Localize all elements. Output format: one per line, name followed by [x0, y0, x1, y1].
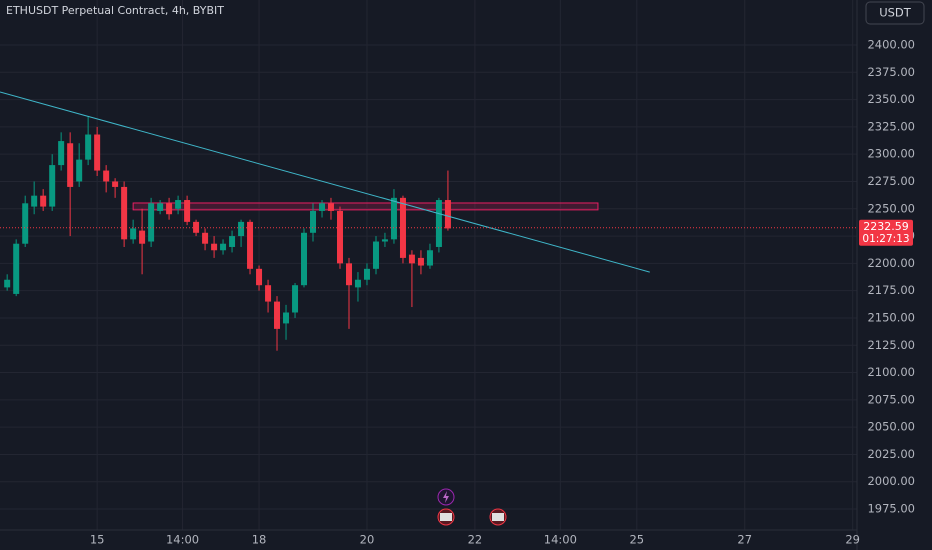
y-tick-label: 2200.00: [867, 256, 915, 270]
x-tick-label: 29: [845, 533, 860, 547]
x-tick-label: 14:00: [544, 533, 577, 547]
x-tick-label: 22: [468, 533, 483, 547]
candle-body: [31, 195, 38, 207]
candle-body: [175, 200, 182, 209]
y-tick-label: 2325.00: [867, 119, 915, 133]
candle-body: [49, 165, 56, 207]
candle-body: [22, 203, 29, 244]
y-tick-label: 1975.00: [867, 502, 915, 516]
candle-body: [238, 221, 245, 237]
event-icon-glyph: [443, 491, 449, 503]
candle-body: [229, 236, 236, 247]
candle-body: [76, 159, 83, 182]
x-tick-label: 14:00: [166, 533, 199, 547]
candle-body: [381, 239, 388, 242]
y-tick-label: 2075.00: [867, 392, 915, 406]
x-tick-label: 18: [252, 533, 267, 547]
candle-body: [319, 203, 326, 211]
candle-body: [336, 210, 343, 264]
candle-body: [274, 301, 281, 329]
candle-body: [426, 250, 433, 266]
candle-body: [103, 170, 110, 182]
y-tick-label: 2175.00: [867, 283, 915, 297]
candle-body: [417, 257, 424, 266]
candle-body: [130, 228, 137, 240]
candle-body: [112, 181, 119, 187]
candle-body: [292, 285, 299, 313]
candle-body: [139, 230, 146, 244]
y-tick-label: 2125.00: [867, 338, 915, 352]
candle-body: [327, 203, 334, 211]
y-tick-label: 2275.00: [867, 174, 915, 188]
candle-body: [283, 312, 290, 324]
candle-body: [121, 186, 128, 240]
candle-body: [148, 203, 155, 242]
last-price-label: 2232.59: [863, 220, 909, 233]
countdown-label: 01:27:13: [862, 233, 909, 245]
y-tick-label: 2050.00: [867, 420, 915, 434]
y-tick-label: 2300.00: [867, 147, 915, 161]
y-tick-label: 2150.00: [867, 310, 915, 324]
x-tick-label: 25: [629, 533, 644, 547]
candle-body: [435, 200, 442, 247]
candle-body: [310, 210, 317, 233]
candle-body: [390, 197, 397, 240]
candle-body: [256, 268, 263, 286]
candle-body: [300, 232, 307, 286]
candle-body: [220, 243, 227, 251]
x-tick-label: 20: [360, 533, 375, 547]
y-tick-label: 2350.00: [867, 92, 915, 106]
candle-body: [247, 221, 254, 269]
candle-body: [372, 241, 379, 269]
candle-body: [13, 243, 20, 294]
candle-body: [265, 285, 272, 302]
y-tick-label: 2400.00: [867, 37, 915, 51]
flag-glyph: [492, 513, 504, 521]
event-icons: [437, 488, 507, 526]
candle-body: [354, 279, 361, 288]
x-tick-label: 27: [737, 533, 752, 547]
x-tick-label: 15: [90, 533, 105, 547]
candle-body: [184, 200, 191, 222]
chart-title: ETHUSDT Perpetual Contract, 4h, BYBIT: [6, 4, 224, 17]
candle-body: [85, 134, 92, 160]
candle-body: [166, 203, 173, 215]
candle-body: [444, 200, 451, 229]
last-price-tag: [859, 219, 913, 246]
flag-glyph: [440, 513, 452, 521]
candle-body: [346, 263, 353, 286]
candle-body: [408, 254, 415, 264]
zone: [132, 202, 599, 211]
y-tick-label: 2000.00: [867, 474, 915, 488]
candle-body: [211, 243, 218, 251]
y-tick-label: 2100.00: [867, 365, 915, 379]
candle-body: [4, 279, 11, 288]
currency-button[interactable]: [865, 1, 925, 25]
candle-body: [58, 141, 65, 166]
candle-body: [40, 195, 47, 207]
candle-body: [363, 268, 370, 280]
candle-body: [202, 232, 209, 244]
y-tick-label: 2250.00: [867, 201, 915, 215]
currency-label[interactable]: USDT: [879, 6, 912, 20]
candle-body: [193, 221, 200, 233]
y-tick-label: 2025.00: [867, 447, 915, 461]
candle-body: [67, 143, 74, 187]
candle-body: [94, 134, 101, 171]
candle-body: [157, 203, 164, 211]
trendline: [0, 91, 650, 273]
y-tick-label: 2375.00: [867, 65, 915, 79]
